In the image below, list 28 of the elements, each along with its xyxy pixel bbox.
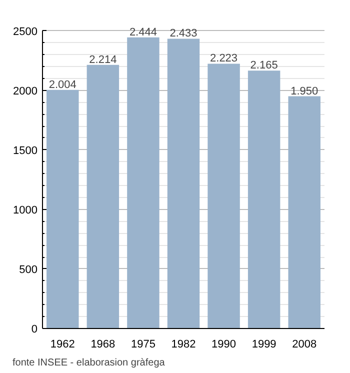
y-tick-label: 1000	[13, 204, 38, 216]
bar	[248, 70, 280, 328]
y-tick-label: 1500	[13, 144, 38, 157]
bar	[127, 37, 160, 328]
bar	[288, 96, 320, 328]
y-tick-label: 500	[19, 264, 38, 276]
y-tick-label: 0	[31, 324, 38, 336]
data-label: 2.214	[89, 54, 117, 66]
bar	[86, 64, 120, 328]
data-label: 1.950	[290, 85, 318, 98]
data-label: 2.165	[250, 60, 278, 72]
source-note: fonte INSEE - elaborasion gràfega	[12, 358, 166, 368]
x-tick-label: 1999	[252, 338, 276, 350]
x-tick-label: 1975	[130, 338, 156, 350]
x-tick-label: 1990	[212, 338, 236, 350]
data-label: 2.433	[170, 28, 198, 40]
bar	[46, 90, 79, 328]
data-label: 2.223	[210, 52, 238, 65]
x-tick-label: 1962	[50, 338, 75, 350]
bar	[208, 64, 240, 328]
bar	[167, 38, 200, 328]
y-tick-label: 2000	[13, 85, 38, 98]
y-tick-label: 2500	[13, 26, 38, 38]
x-tick-label: 1982	[171, 338, 196, 350]
x-tick-label: 2008	[292, 338, 317, 350]
data-label: 2.004	[48, 78, 76, 91]
x-tick-label: 1968	[90, 338, 116, 350]
data-label: 2.444	[129, 26, 157, 38]
